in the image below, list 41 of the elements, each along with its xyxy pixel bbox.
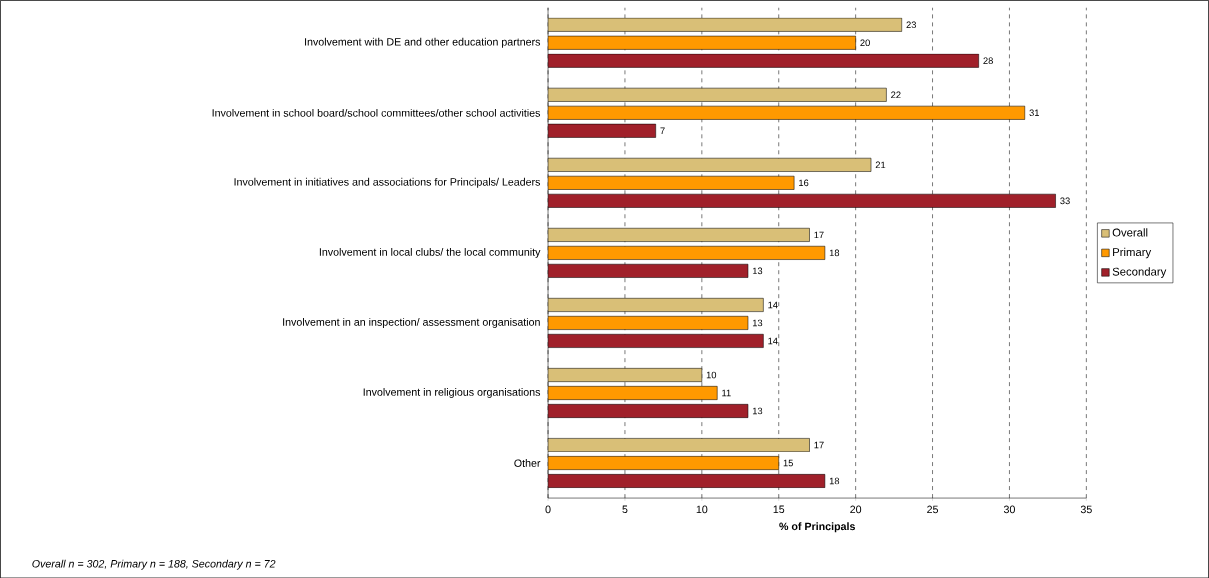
data-label: 10 xyxy=(706,371,717,379)
legend-label: Primary xyxy=(1113,247,1152,259)
data-label: 21 xyxy=(875,161,886,168)
y-tick-label: Involvement in religious organisations xyxy=(363,387,541,398)
data-label: 14 xyxy=(768,301,778,308)
x-tick-label: 5 xyxy=(622,505,628,513)
x-tick-label: 20 xyxy=(850,505,862,513)
x-axis-title: % of Principals xyxy=(779,522,855,533)
data-label: 17 xyxy=(814,231,824,238)
x-tick-label: 10 xyxy=(696,505,708,513)
y-tick-label: Involvement with DE and other education partners xyxy=(305,37,541,48)
data-label: 18 xyxy=(829,477,840,485)
x-tick-label: 35 xyxy=(1080,505,1092,513)
x-tick-label: 30 xyxy=(1003,505,1015,513)
data-label: 18 xyxy=(829,249,840,256)
data-label: 33 xyxy=(1060,197,1070,204)
data-label: 13 xyxy=(752,319,763,327)
x-tick-label: 25 xyxy=(927,505,939,513)
data-label: 22 xyxy=(891,91,901,98)
data-label: 28 xyxy=(983,57,993,64)
data-label: 31 xyxy=(1029,109,1039,116)
data-label: 20 xyxy=(860,39,870,46)
data-label: 17 xyxy=(814,441,824,449)
y-tick-label: Involvement in initiatives and associations for Principals/ Leaders xyxy=(234,177,541,188)
data-label: 23 xyxy=(906,21,916,28)
data-label: 15 xyxy=(783,459,793,467)
legend-label: Overall xyxy=(1112,228,1148,237)
data-label: 13 xyxy=(752,267,763,274)
data-label: 13 xyxy=(752,407,763,415)
legend-label: Secondary xyxy=(1112,267,1167,278)
data-label: 16 xyxy=(799,179,809,186)
y-tick-label: Involvement in school board/school committees/other school activities xyxy=(212,108,541,117)
data-label: 7 xyxy=(660,127,665,134)
data-label: 14 xyxy=(768,337,778,344)
y-tick-label: Other xyxy=(514,458,541,467)
y-tick-label: Involvement in an inspection/ assessment organisation xyxy=(283,317,540,328)
data-label: 11 xyxy=(722,389,731,396)
text: Overall n = 302, Primary n = 188, Secondary n = 72 xyxy=(32,559,276,570)
x-tick-label: 15 xyxy=(773,505,785,513)
x-tick-label: 0 xyxy=(545,505,551,513)
y-tick-label: Involvement in local clubs/ the local community xyxy=(319,247,541,258)
